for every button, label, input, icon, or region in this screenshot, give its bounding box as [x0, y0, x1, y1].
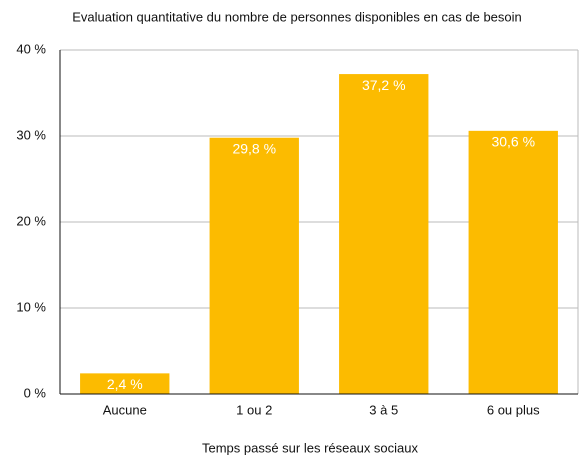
- chart-title: Evaluation quantitative du nombre de per…: [72, 9, 522, 24]
- x-tick-label: 1 ou 2: [236, 402, 272, 417]
- bar: [209, 137, 299, 394]
- y-tick-label: 0 %: [24, 385, 47, 400]
- y-tick-label: 20 %: [16, 213, 46, 228]
- y-tick-label: 30 %: [16, 127, 46, 142]
- value-label: 2,4 %: [107, 376, 143, 392]
- bar: [80, 373, 170, 394]
- x-tick-label: Aucune: [103, 402, 147, 417]
- value-label: 29,8 %: [232, 140, 276, 156]
- x-axis-label: Temps passé sur les réseaux sociaux: [202, 440, 419, 455]
- x-tick-label: 6 ou plus: [487, 402, 540, 417]
- y-tick-label: 10 %: [16, 299, 46, 314]
- bar: [339, 74, 429, 394]
- value-label: 30,6 %: [491, 134, 535, 150]
- x-tick-label: 3 à 5: [369, 402, 398, 417]
- y-tick-label: 40 %: [16, 41, 46, 56]
- bar: [468, 130, 558, 394]
- value-label: 37,2 %: [362, 77, 406, 93]
